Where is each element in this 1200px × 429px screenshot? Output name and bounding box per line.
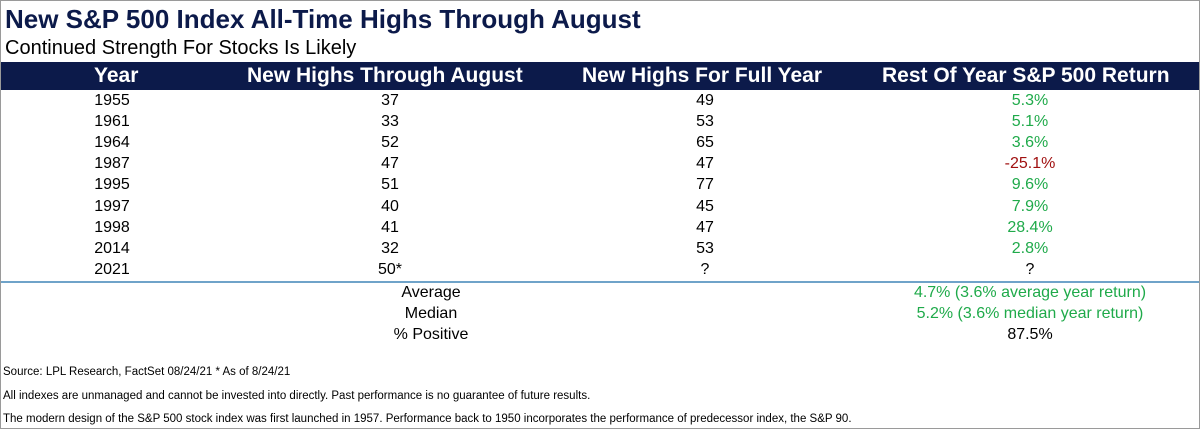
table-cell-full-year: 53 [696,239,714,257]
table-cell-year: 1955 [94,92,130,109]
table-cell-rest-of-year-return: 5.1% [1011,113,1049,131]
table-cell-year: 1997 [94,197,130,215]
table-cell-full-year: 47 [696,155,714,173]
table-cell-through-august: 40 [381,197,399,215]
table-cell-year: 1998 [94,218,130,236]
table-cell-through-august: 37 [381,92,399,109]
table-cell-rest-of-year-return: 5.3% [1011,92,1049,109]
summary-label: % Positive [393,326,469,344]
table-cell-through-august: 51 [381,176,399,194]
table-cell-year: 2014 [94,239,130,257]
table-row: 1987 47 47 -25.1% [0,154,1200,175]
column-header-through-august: New Highs Through August [247,64,523,87]
table-cell-through-august: 52 [381,134,399,152]
table-cell-full-year: 49 [696,92,714,109]
table-row: 1997 40 45 7.9% [0,197,1200,218]
table-row: 1995 51 77 9.6% [0,175,1200,196]
table-row: 1964 52 65 3.6% [0,133,1200,154]
summary-label: Median [404,305,458,323]
table-row: 1955 37 49 5.3% [0,91,1200,112]
table-cell-full-year: 77 [696,176,714,194]
column-header-year: Year [94,64,139,87]
source-note: Source: LPL Research, FactSet 08/24/21 *… [3,366,291,378]
table-cell-full-year: 45 [696,197,714,215]
table-row: 1998 41 47 28.4% [0,218,1200,239]
column-header-full-year: New Highs For Full Year [582,64,823,87]
table-cell-year: 2021 [94,260,130,278]
summary-value: 87.5% [1007,326,1053,344]
table-cell-through-august: 41 [381,218,399,236]
disclaimer-note: All indexes are unmanaged and cannot be … [3,390,591,402]
index-history-note: The modern design of the S&P 500 stock i… [3,413,852,425]
summary-row: % Positive 87.5% [0,325,1200,346]
table-cell-rest-of-year-return: 9.6% [1011,176,1049,194]
table-row: 2014 32 53 2.8% [0,239,1200,260]
summary-row: Average 4.7% (3.6% average year return) [0,283,1200,304]
table-cell-full-year: 65 [696,134,714,152]
table-cell-rest-of-year-return: 3.6% [1011,134,1049,152]
table-cell-through-august: 47 [381,155,399,173]
column-header-rest-of-year-return: Rest Of Year S&P 500 Return [882,64,1170,87]
summary-label: Average [401,284,461,301]
table-cell-year: 1964 [94,134,130,152]
table-cell-through-august: 33 [381,113,399,131]
table-cell-rest-of-year-return: ? [1025,260,1035,278]
table-cell-rest-of-year-return: 2.8% [1011,239,1049,257]
table-cell-through-august: 50* [377,260,403,278]
table-cell-rest-of-year-return: 7.9% [1011,197,1049,215]
table-cell-rest-of-year-return: -25.1% [1004,155,1056,173]
table-cell-through-august: 32 [381,239,399,257]
table-cell-year: 1995 [94,176,130,194]
summary-row: Median 5.2% (3.6% median year return) [0,304,1200,325]
table-header: Year New Highs Through August New Highs … [1,62,1199,90]
table-cell-year: 1961 [94,113,130,131]
table-cell-full-year: 47 [696,218,714,236]
chart-title: New S&P 500 Index All-Time Highs Through… [5,4,641,34]
table-cell-year: 1987 [94,155,130,173]
table-cell-full-year: 53 [696,113,714,131]
table-row: 1961 33 53 5.1% [0,112,1200,133]
table-cell-full-year: ? [700,260,710,278]
summary-value: 4.7% (3.6% average year return) [913,284,1147,301]
table-cell-rest-of-year-return: 28.4% [1007,218,1053,236]
summary-value: 5.2% (3.6% median year return) [916,305,1144,323]
chart-subtitle: Continued Strength For Stocks Is Likely [5,37,357,59]
table-row: 2021 50*?? [0,260,1200,281]
summary-separator [1,281,1199,283]
